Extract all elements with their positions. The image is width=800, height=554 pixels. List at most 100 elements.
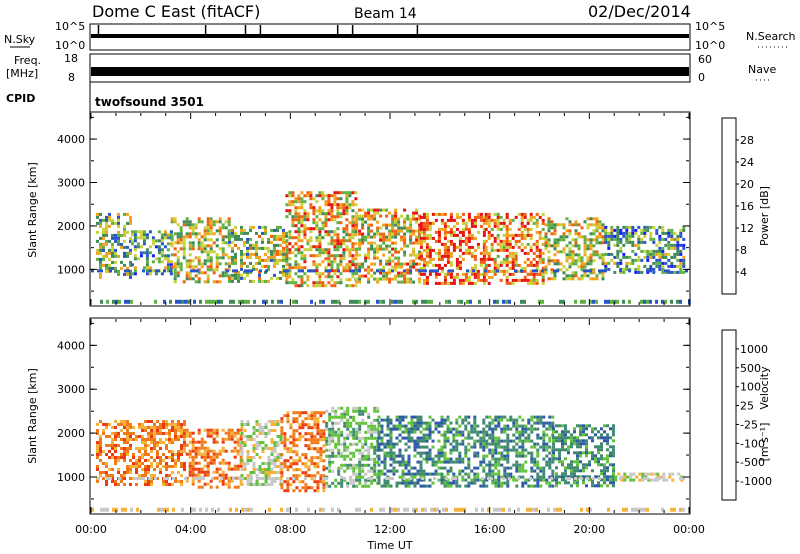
data-cell (482, 218, 486, 222)
data-cell (252, 264, 255, 268)
data-cell (482, 460, 486, 464)
data-cell (267, 237, 270, 241)
data-cell (512, 475, 516, 479)
data-cell (446, 245, 450, 249)
data-cell (364, 406, 368, 410)
data-cell (482, 439, 486, 443)
data-cell (212, 440, 216, 444)
data-cell (535, 212, 539, 216)
data-cell (619, 269, 622, 273)
data-cell (479, 460, 483, 464)
data-cell (482, 254, 486, 258)
data-cell (354, 257, 358, 261)
data-cell (412, 211, 416, 215)
data-cell (410, 424, 414, 428)
data-cell (330, 275, 334, 279)
data-cell (482, 484, 486, 488)
data-cell (324, 284, 328, 288)
data-cell (382, 247, 386, 251)
data-cell (376, 208, 380, 212)
data-cell (505, 275, 509, 279)
data-cell (467, 248, 471, 252)
data-cell (351, 236, 355, 240)
data-cell (324, 194, 328, 198)
data-cell (307, 417, 311, 421)
data-cell (386, 469, 390, 473)
data-cell (171, 423, 174, 426)
data-cell (583, 299, 586, 304)
data-cell (345, 206, 349, 210)
data-cell (409, 229, 413, 233)
data-cell (418, 256, 422, 260)
data-cell (346, 421, 350, 425)
data-cell (449, 218, 453, 222)
data-cell (455, 478, 459, 482)
data-cell (370, 427, 374, 431)
data-cell (180, 435, 183, 438)
data-cell (209, 244, 213, 248)
data-cell (595, 220, 599, 224)
data-cell (276, 276, 279, 280)
data-cell (422, 451, 426, 455)
data-cell (361, 421, 365, 425)
data-cell (383, 484, 387, 488)
data-cell (437, 236, 441, 240)
data-cell (609, 445, 612, 449)
data-cell (233, 467, 237, 471)
data-cell (461, 460, 465, 464)
data-cell (452, 218, 456, 222)
data-cell (197, 262, 201, 266)
data-cell (150, 438, 153, 441)
y-tick-label: 4000 (57, 133, 85, 146)
data-cell (547, 241, 551, 245)
data-cell (380, 469, 384, 473)
data-cell (264, 480, 268, 483)
data-cell (505, 260, 509, 264)
data-cell (524, 460, 528, 464)
data-cell (542, 475, 546, 479)
data-cell (461, 239, 465, 243)
cpid-value: twofsound 3501 (95, 95, 204, 109)
data-cell (473, 442, 477, 446)
data-cell (200, 235, 204, 239)
data-cell (330, 239, 334, 243)
data-cell (607, 261, 611, 265)
data-cell (319, 447, 323, 451)
data-cell (565, 235, 569, 239)
data-cell (482, 445, 486, 449)
data-cell (437, 478, 441, 482)
data-cell (361, 451, 365, 455)
data-cell (316, 417, 320, 421)
data-cell (270, 255, 273, 259)
data-cell (361, 208, 365, 212)
data-cell (497, 445, 501, 449)
data-cell (337, 466, 341, 470)
data-cell (249, 279, 252, 283)
data-cell (404, 448, 408, 452)
data-cell (524, 436, 528, 440)
data-cell (394, 211, 398, 215)
data-cell (419, 230, 423, 234)
data-cell (555, 457, 558, 461)
data-cell (386, 451, 390, 455)
data-cell (440, 448, 444, 452)
data-cell (397, 256, 401, 260)
data-cell (243, 231, 246, 235)
data-cell (530, 484, 534, 488)
data-cell (315, 194, 319, 198)
data-cell (509, 466, 513, 470)
data-cell (124, 269, 127, 273)
data-cell (400, 274, 404, 278)
data-cell (455, 266, 459, 270)
data-cell (430, 299, 433, 304)
data-cell (577, 256, 581, 260)
data-cell (188, 262, 192, 266)
data-cell (523, 278, 527, 282)
data-cell (265, 269, 268, 273)
data-cell (252, 456, 256, 459)
data-cell (376, 409, 380, 413)
data-cell (425, 254, 429, 258)
data-cell (625, 237, 629, 241)
data-cell (349, 451, 353, 455)
data-cell (286, 411, 290, 415)
